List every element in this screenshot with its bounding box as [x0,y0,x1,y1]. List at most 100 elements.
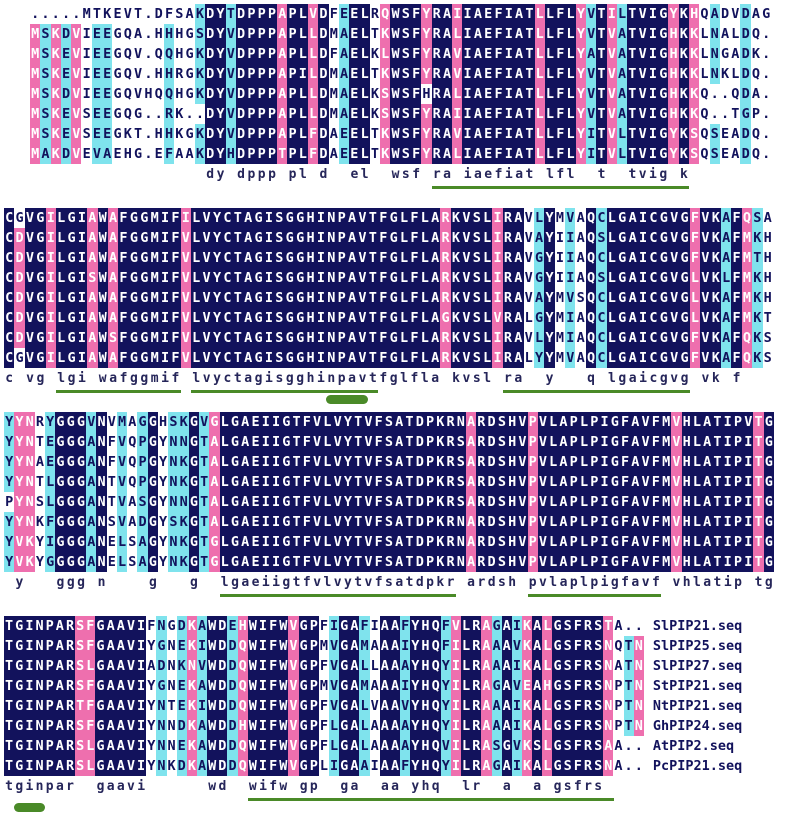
residue-cell: F [329,46,338,62]
residue-cell: K [450,248,462,268]
residue-cell: F [147,618,156,634]
residue-cell: G [185,66,194,82]
residue-cell: G [253,268,264,288]
residue-cell: . [41,6,50,22]
residue-cell: A [209,432,220,452]
residue-cell: T [353,432,364,452]
residue-cell: A [240,452,251,472]
consensus-cell: c [223,371,232,386]
residue-cell: V [511,736,522,756]
residue-cell: P [256,4,267,24]
residue-cell: I [637,248,649,268]
residue-cell: I [76,288,88,308]
residue-cell: A [616,84,628,104]
residue-cell: V [311,412,323,432]
residue-cell: D [740,84,751,104]
residue-cell: I [159,228,171,248]
residue-cell: A [616,64,628,84]
residue-cell: V [537,552,549,572]
residue-cell: G [388,228,399,248]
consensus-cell: s [401,167,410,182]
residue-cell: L [297,104,309,124]
residue-cell: F [378,268,389,288]
residue-cell: L [419,308,431,328]
annotation-row [4,797,787,812]
residue-cell: S [491,736,502,756]
residue-cell: I [76,348,88,368]
residue-cell: G [253,328,264,348]
consensus-cell: a [55,779,64,794]
residue-cell: N [167,638,176,654]
residue-cell: F [410,104,422,124]
residue-cell: A [481,736,492,756]
residue-cell: P [44,636,55,656]
residue-cell: Y [147,698,156,714]
residue-cell: E [60,104,72,124]
residue-cell: N [326,348,337,368]
residue-cell: I [270,492,282,512]
residue-cell: A [513,4,525,24]
residue-cell: A [472,4,484,24]
residue-cell: A [277,104,288,124]
residue-cell: S [562,656,573,676]
residue-cell: A [465,452,477,472]
residue-cell: T [4,756,15,776]
residue-cell: E [176,676,187,696]
residue-cell: Y [14,492,25,512]
residue-cell: L [359,124,370,144]
residue-cell: T [370,26,380,42]
residue-cell: I [462,104,473,124]
residue-cell: I [82,66,91,82]
consensus-cell: v [26,371,34,386]
residue-cell: L [308,24,319,44]
residue-cell: I [45,348,56,368]
residue-cell: M [741,248,753,268]
residue-cell: Y [421,44,432,64]
residue-cell: F [572,656,583,676]
residue-cell: R [582,616,594,636]
residue-cell: V [517,492,528,512]
consensus-cell: d [487,575,496,590]
residue-cell: . [762,126,771,142]
residue-cell: V [363,412,374,432]
residue-cell: G [763,492,774,512]
residue-cell: V [24,288,36,308]
residue-cell: K [178,412,189,432]
residue-cell: S [455,432,466,452]
residue-cell: F [85,716,96,736]
residue-cell: . [51,6,60,22]
consensus-cell: v [638,167,647,182]
residue-cell: V [537,452,549,472]
residue-cell: E [720,126,730,142]
residue-cell: K [710,348,721,368]
residue-cell: Q [585,208,597,228]
residue-cell: G [284,288,295,308]
residue-cell: C [222,328,233,348]
residue-cell: R [502,248,514,268]
residue-cell: Y [215,44,226,64]
residue-cell: A [105,756,116,776]
residue-cell: K [35,514,44,530]
residue-cell: V [511,676,522,696]
residue-cell: Q [585,288,597,308]
residue-cell: H [668,64,679,84]
residue-cell: V [669,208,680,228]
residue-cell: G [113,66,122,82]
residue-cell: L [191,288,202,308]
residue-cell: . [154,106,163,122]
residue-cell: F [619,452,631,472]
residue-cell: S [274,248,285,268]
residue-cell: C [596,208,607,228]
residue-cell: I [743,532,754,552]
residue-cell: V [116,472,128,492]
residue-cell: M [741,268,753,288]
consensus-cell [400,777,410,797]
consensus-cell: w [98,371,107,386]
residue-cell: C [222,208,233,228]
residue-cell: Y [575,84,587,104]
residue-cell: D [486,452,497,472]
residue-cell: A [394,412,405,432]
residue-cell: K [752,328,763,348]
residue-cell: W [247,756,258,776]
